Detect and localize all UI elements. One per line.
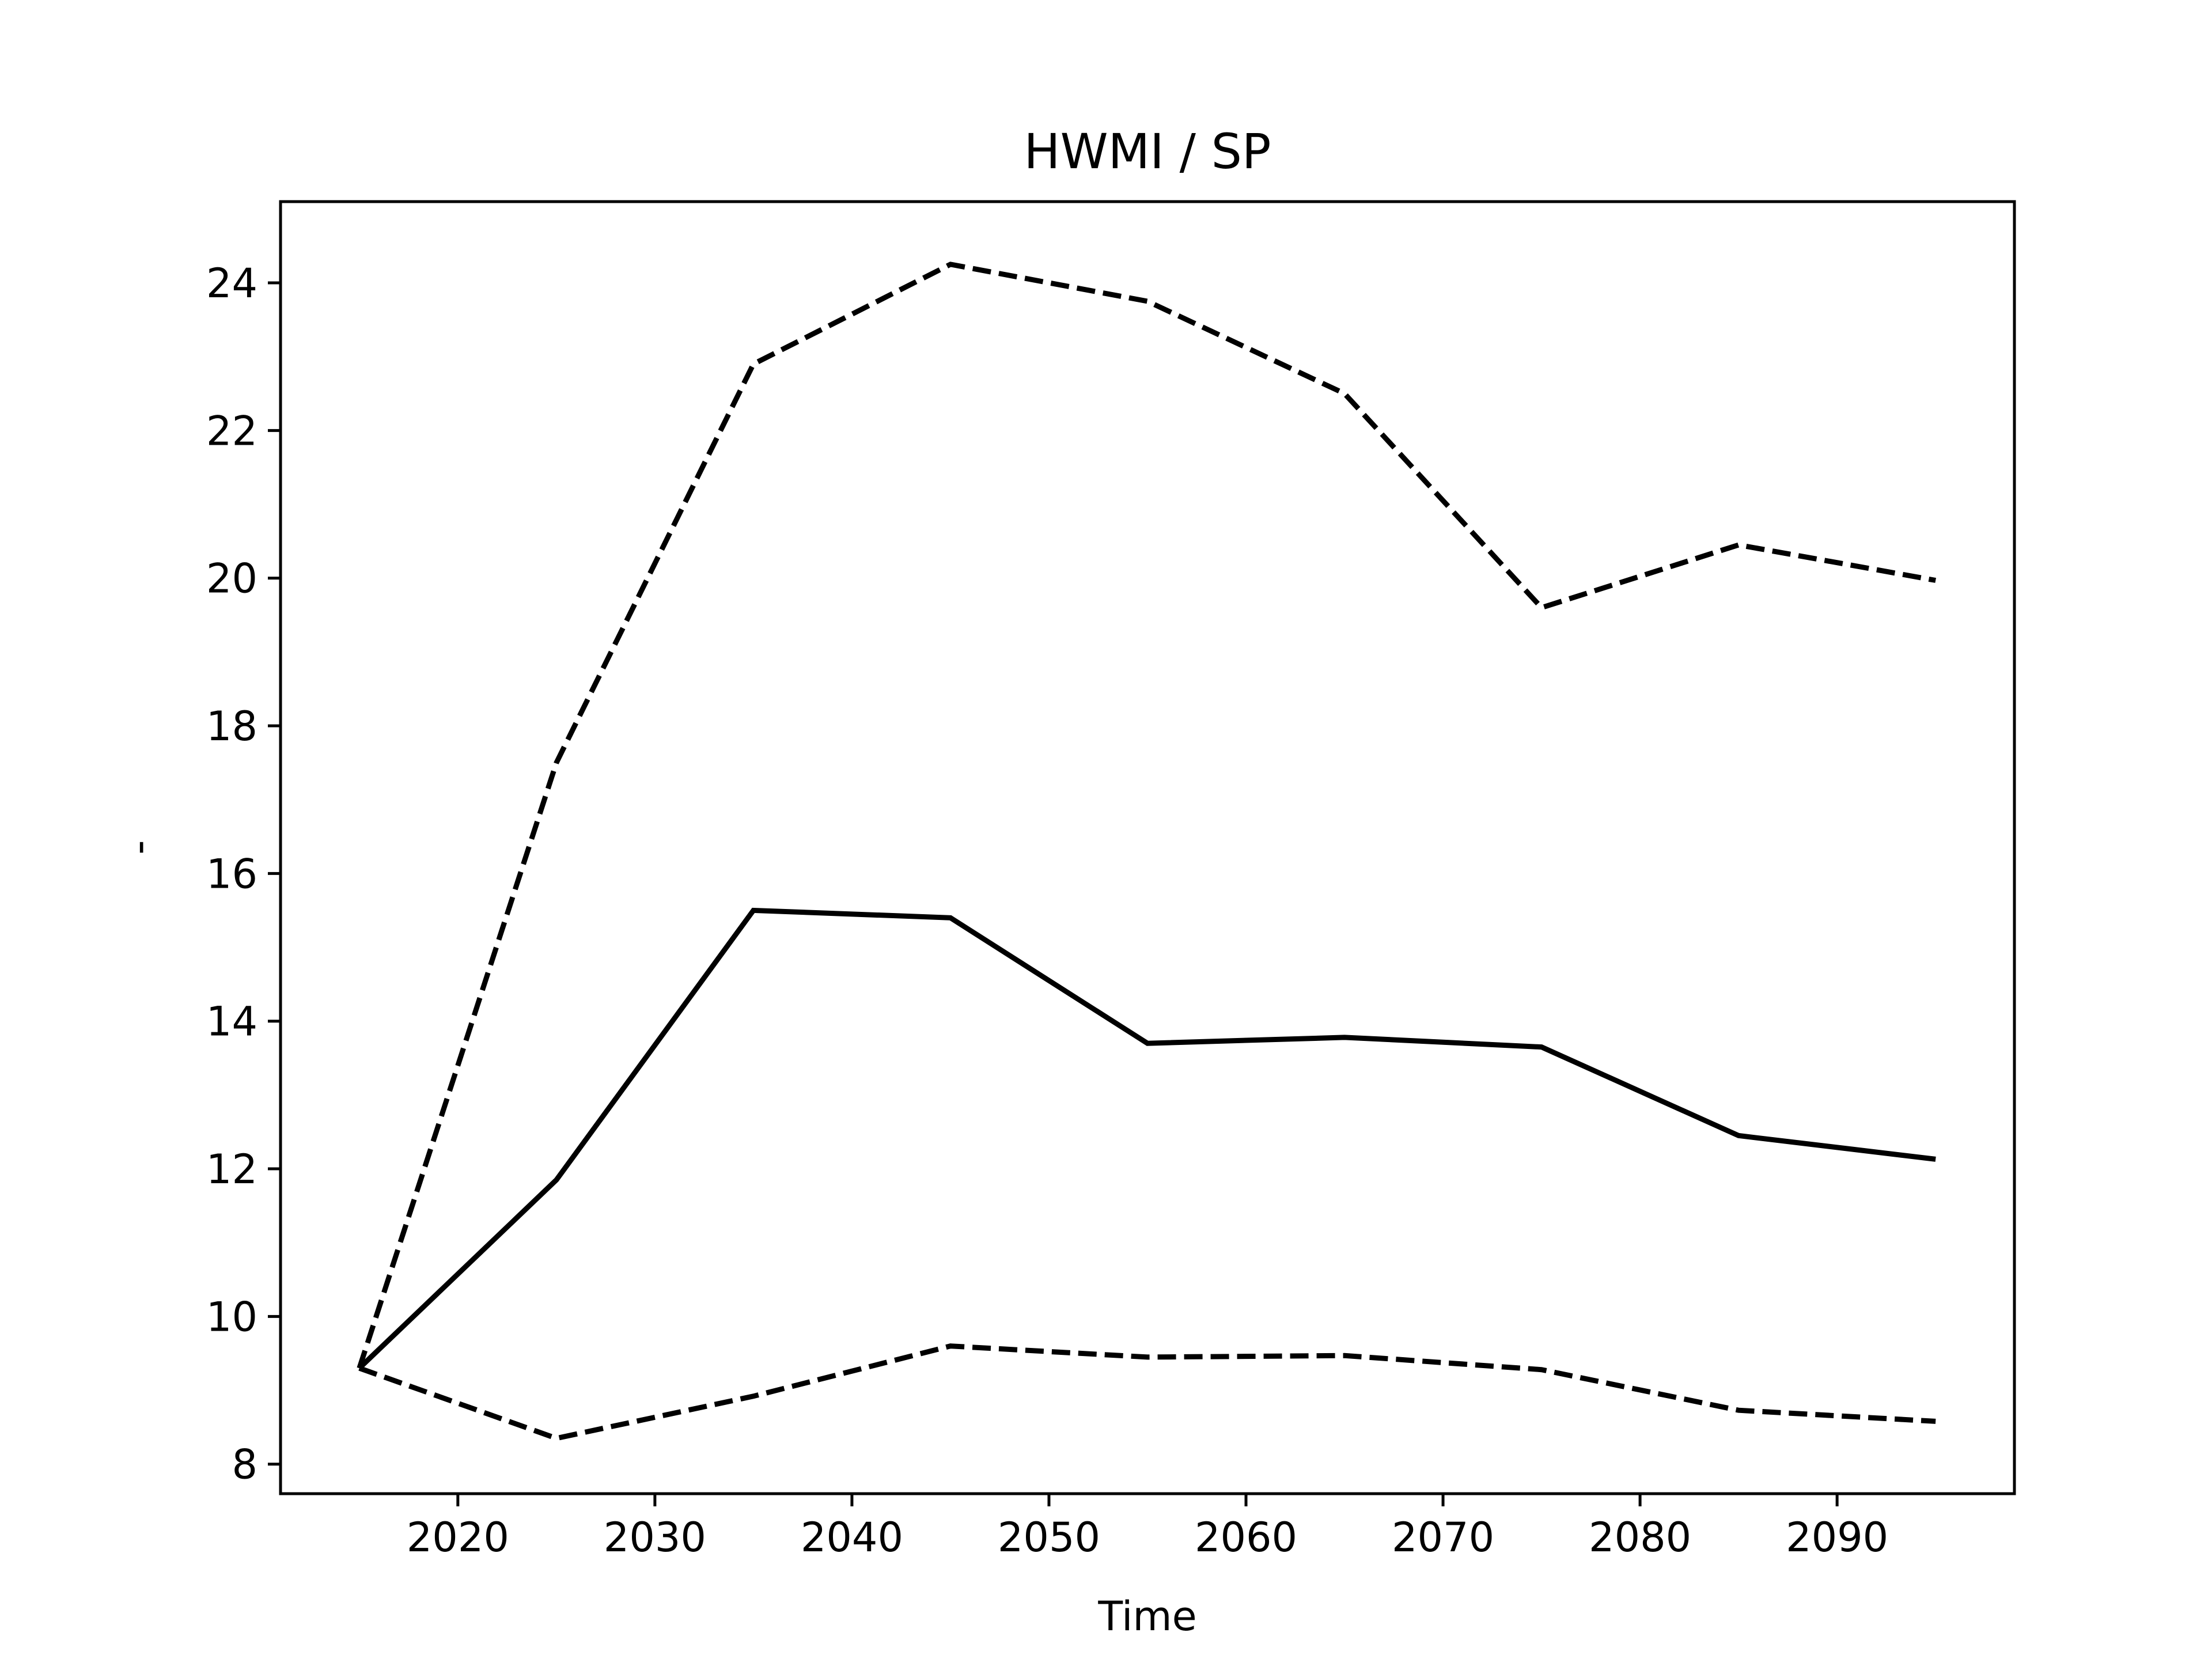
- y-tick-label: 14: [206, 998, 257, 1046]
- x-tick-label: 2080: [1589, 1514, 1691, 1561]
- y-tick-label: 22: [206, 407, 257, 454]
- y-tick-label: 8: [232, 1441, 257, 1488]
- y-tick-label: 18: [206, 703, 257, 750]
- x-tick-label: 2020: [407, 1514, 509, 1561]
- y-tick-label: 24: [206, 260, 257, 307]
- x-axis-ticks: 2020 2030 2040 2050 2060 2070 2080 2090: [407, 1494, 1888, 1561]
- chart-title: HWMI / SP: [1024, 123, 1271, 180]
- x-tick-label: 2050: [998, 1514, 1100, 1561]
- series-layer: [357, 262, 1936, 1441]
- y-tick-label: 12: [206, 1146, 257, 1193]
- y-tick-label: 20: [206, 555, 257, 603]
- y-tick-label: 10: [206, 1293, 257, 1340]
- x-tick-label: 2030: [604, 1514, 706, 1561]
- series-line-1: [357, 907, 1936, 1370]
- x-tick-label: 2060: [1195, 1514, 1297, 1561]
- y-axis-ticks: 8 10 12 14 16 18 20 22 24: [206, 260, 281, 1488]
- series-line-2: [357, 262, 1936, 1369]
- plot-frame: [279, 200, 2016, 1495]
- x-tick-label: 2070: [1392, 1514, 1494, 1561]
- y-axis-title: -: [115, 840, 162, 854]
- series-line-3: [358, 1343, 1936, 1441]
- x-axis-title: Time: [1097, 1593, 1196, 1640]
- x-tick-label: 2090: [1786, 1514, 1888, 1561]
- x-tick-label: 2040: [801, 1514, 903, 1561]
- y-tick-label: 16: [206, 850, 257, 897]
